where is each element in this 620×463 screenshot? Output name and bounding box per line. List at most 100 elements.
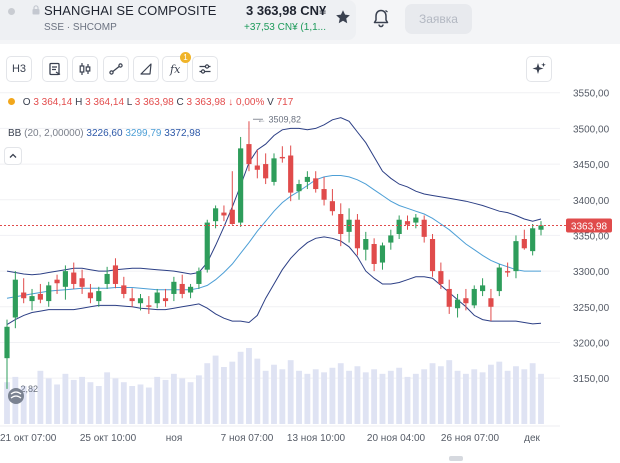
settings-sliders-icon (199, 64, 211, 74)
candle-body (104, 273, 110, 284)
candle-body (446, 288, 452, 307)
volume-bar (237, 351, 244, 424)
chevron-up-icon (9, 153, 17, 158)
favorite-star-icon[interactable] (334, 8, 352, 26)
volume-value: 717 (276, 97, 294, 108)
ticker-exchange: SSE · SHCOMP (44, 22, 117, 33)
candle-body (146, 305, 152, 307)
high-annotation: ← 3509,82 (257, 114, 301, 124)
candle-body (296, 184, 302, 192)
bb-lower-line (6, 236, 542, 326)
ai-assistant-button[interactable] (526, 56, 552, 82)
candle-body (363, 239, 369, 250)
chart-type-button[interactable] (72, 56, 98, 82)
candle-body (321, 189, 327, 200)
candle-body (263, 164, 269, 179)
candle-body (171, 281, 177, 294)
bb-upper-line (6, 117, 542, 276)
candle-body (538, 225, 544, 230)
volume-bar (212, 355, 219, 424)
price-chart[interactable]: 3363,98 ← 3509,82 ← 2,82 3550,00 3500,00 345… (0, 80, 620, 463)
candle-body (496, 267, 502, 292)
volume-bar (29, 387, 35, 424)
fibonacci-tool-button[interactable] (133, 56, 159, 82)
bb-params: (20, 2,00000) (24, 128, 84, 139)
volume-bar (412, 373, 419, 424)
volume-bar (321, 372, 327, 424)
x-tick-label: 13 ноя 10:00 (287, 433, 346, 444)
volume-bar (271, 364, 277, 424)
volume-bar (70, 379, 77, 424)
x-tick-label: 20 ноя 04:00 (367, 433, 426, 444)
candle-body (162, 298, 169, 302)
alert-bell-icon[interactable] (370, 7, 392, 29)
candle-body (246, 144, 252, 165)
x-tick-label: дек (524, 433, 540, 444)
volume-bar (354, 366, 361, 424)
timeframe-label: Н3 (11, 63, 27, 75)
x-tick-label: 26 ноя 07:00 (441, 433, 500, 444)
chart-settings-button[interactable] (192, 56, 218, 82)
candle-body (221, 212, 227, 216)
ticker-name: SHANGHAI SE COMPOSITE (44, 3, 217, 18)
bb-upper-value: 3372,98 (164, 128, 201, 139)
candle-body (46, 285, 52, 302)
time-axis[interactable]: 21 окт 07:00 25 окт 10:00 ноя 7 ноя 07:00 13… (0, 433, 541, 461)
volume-bar (387, 370, 394, 424)
indicators-button[interactable]: fx (162, 56, 188, 82)
volume-bar (346, 370, 353, 424)
drawing-tools-button[interactable] (103, 56, 129, 82)
candle-body (471, 288, 477, 306)
open-prefix: O (22, 97, 31, 108)
x-tick-label: 7 ноя 07:00 (221, 433, 274, 444)
volume-bar (337, 363, 344, 424)
ticker-selector[interactable]: SHANGHAI SE COMPOSITE 3 363,98 CN¥ SSE ·… (0, 0, 356, 40)
volume-bar (304, 373, 311, 424)
candle-body (463, 298, 469, 304)
low-annotation: ← 2,82 (9, 384, 38, 394)
volume-bar (145, 387, 152, 424)
y-tick-label: 3550,00 (573, 89, 610, 100)
volume-bar (421, 369, 428, 424)
volume-bar (137, 384, 144, 424)
candle-body (54, 279, 60, 284)
volume-bar (513, 366, 519, 424)
timeframe-button[interactable]: Н3 (6, 56, 32, 82)
volume-bar (54, 384, 60, 424)
y-tick-label: 3150,00 (573, 374, 610, 385)
candle-body (279, 156, 285, 159)
y-tick-label: 3500,00 (573, 124, 610, 135)
volume-bar (195, 375, 202, 424)
volume-bar (279, 369, 286, 424)
price-axis[interactable]: 3550,00 3500,00 3450,00 3400,00 3350,00 3300,… (573, 89, 610, 385)
volume-bar (521, 369, 528, 424)
candle-body (288, 155, 294, 193)
candle-body (505, 271, 511, 273)
chart-template-button[interactable] (42, 56, 68, 82)
x-tick-label: 21 окт 07:00 (0, 433, 57, 444)
candle-body (62, 271, 68, 287)
candle-body (129, 298, 135, 302)
volume-bar (79, 376, 86, 424)
candle-body (79, 278, 85, 287)
chart-overlays: 3363,98 ← 3509,82 ← 2,82 (0, 114, 612, 404)
volume-bar (120, 382, 127, 424)
candle-body (271, 158, 277, 182)
order-button[interactable]: Заявка (405, 4, 472, 34)
y-tick-label: 3250,00 (573, 303, 610, 314)
volume-bar (462, 373, 469, 424)
volume-bar (429, 363, 436, 424)
volume-bar (437, 366, 444, 424)
candle-body (388, 235, 394, 243)
candle-body (354, 219, 361, 249)
candle-body (4, 326, 10, 359)
volume-bar (45, 378, 52, 424)
trend-line-icon (109, 63, 123, 75)
volume-bar (170, 373, 177, 424)
series-color-dot (8, 98, 15, 105)
candle-body (438, 271, 444, 284)
volume-bar (446, 360, 453, 424)
bb-legend[interactable]: BB (20, 2,00000) 3226,60 3299,79 3372,98 (8, 128, 200, 139)
candle-body (37, 293, 43, 300)
collapse-legend-button[interactable] (4, 147, 22, 165)
